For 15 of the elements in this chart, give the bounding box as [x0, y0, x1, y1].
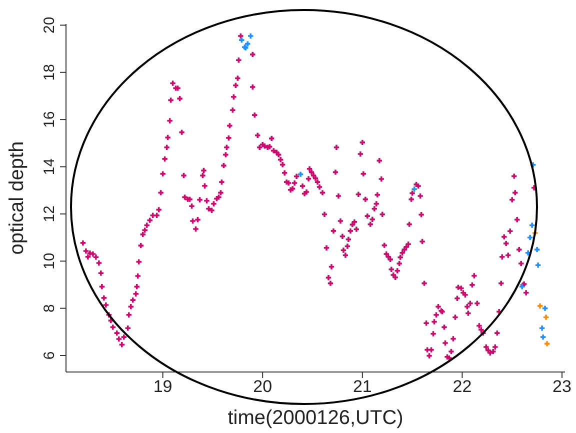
y-tick-label: 10: [41, 252, 58, 270]
y-tick-label: 16: [41, 111, 58, 128]
y-tick-label: 18: [41, 64, 58, 81]
x-tick-label: 22: [452, 377, 472, 396]
y-tick-label: 14: [41, 158, 58, 176]
x-tick-label: 19: [153, 377, 172, 396]
y-axis-title: optical depth: [6, 141, 28, 255]
y-tick-label: 8: [41, 304, 58, 312]
x-tick-label: 20: [253, 377, 272, 396]
y-tick-label: 6: [41, 351, 58, 360]
x-tick-label: 23: [552, 377, 572, 396]
y-tick-label: 12: [41, 206, 58, 222]
x-axis-title: time(2000126,UTC): [228, 407, 404, 429]
x-tick-label: 21: [352, 377, 372, 396]
y-tick-label: 20: [41, 16, 58, 34]
